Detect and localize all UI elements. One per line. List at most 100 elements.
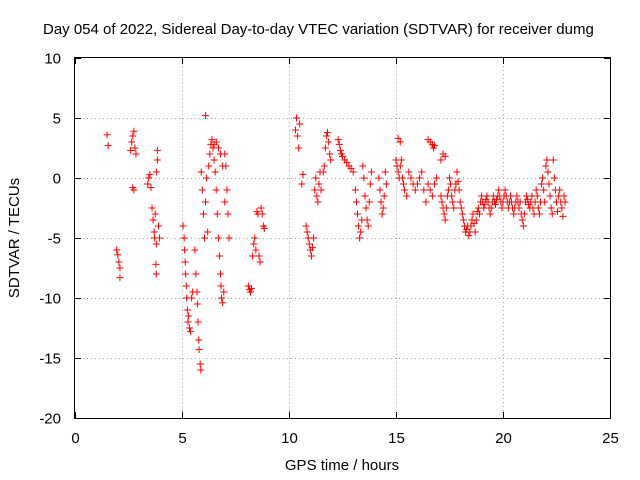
data-point <box>532 186 540 194</box>
data-point <box>305 240 313 248</box>
chart-title: Day 054 of 2022, Sidereal Day-to-day VTE… <box>43 21 594 38</box>
plot-frame <box>74 57 611 419</box>
data-point <box>250 240 258 248</box>
data-point <box>291 126 299 134</box>
data-point <box>510 210 518 218</box>
data-point <box>310 234 318 242</box>
data-point <box>487 204 495 212</box>
x-tick-label: 5 <box>178 430 186 447</box>
data-point <box>472 216 480 224</box>
data-point <box>116 264 124 272</box>
data-point <box>471 228 479 236</box>
data-point <box>256 258 264 266</box>
data-point <box>151 210 159 218</box>
data-point <box>534 204 542 212</box>
data-point <box>298 180 306 188</box>
data-point <box>394 134 402 142</box>
data-point <box>351 186 359 194</box>
data-point <box>325 138 333 146</box>
data-point <box>184 312 192 320</box>
data-point <box>535 210 543 218</box>
data-point <box>545 180 553 188</box>
data-point <box>326 150 334 158</box>
data-point <box>147 184 155 192</box>
data-point <box>185 324 193 332</box>
data-point <box>360 174 368 182</box>
data-point <box>422 198 430 206</box>
data-point <box>455 186 463 194</box>
data-point <box>560 192 568 200</box>
data-point <box>225 234 233 242</box>
data-point <box>397 156 405 164</box>
data-point <box>450 204 458 212</box>
data-point <box>448 192 456 200</box>
data-point <box>319 168 327 176</box>
data-point <box>449 198 457 206</box>
data-point <box>152 270 160 278</box>
data-point <box>376 186 384 194</box>
data-point <box>194 318 202 326</box>
data-point <box>492 200 500 208</box>
data-point <box>219 299 227 307</box>
data-point <box>198 186 206 194</box>
data-point <box>130 186 138 194</box>
data-point <box>362 204 370 212</box>
data-point <box>152 168 160 176</box>
data-point <box>204 228 212 236</box>
data-point <box>127 146 135 154</box>
data-point <box>378 210 386 218</box>
data-point <box>475 210 483 218</box>
y-tick-label: -5 <box>48 231 61 248</box>
data-point <box>396 138 404 146</box>
data-point <box>217 282 225 290</box>
data-point <box>327 156 335 164</box>
data-point <box>260 224 268 232</box>
data-point <box>433 174 441 182</box>
data-point <box>104 142 112 150</box>
data-point <box>196 360 204 368</box>
data-point <box>221 198 229 206</box>
data-point <box>206 150 214 158</box>
data-point <box>513 192 521 200</box>
data-point <box>193 300 201 308</box>
data-point <box>352 198 360 206</box>
data-point <box>314 198 322 206</box>
data-point <box>453 168 461 176</box>
data-point <box>431 142 439 150</box>
data-point <box>493 196 501 204</box>
x-tick-label: 25 <box>602 430 619 447</box>
data-point <box>554 208 562 216</box>
data-point <box>416 174 424 182</box>
data-point <box>255 252 263 260</box>
data-point <box>295 144 303 152</box>
data-point <box>542 162 550 170</box>
data-point <box>193 288 201 296</box>
data-point <box>146 170 154 178</box>
y-tick-label: 0 <box>53 171 61 188</box>
data-point <box>431 180 439 188</box>
data-point <box>442 204 450 212</box>
data-point <box>115 258 123 266</box>
data-point <box>152 260 160 268</box>
data-point <box>437 156 445 164</box>
data-point <box>441 216 449 224</box>
data-point <box>456 198 464 206</box>
data-point <box>218 294 226 302</box>
data-point <box>361 192 369 200</box>
data-point <box>311 186 319 194</box>
data-point <box>407 174 415 182</box>
data-point <box>197 366 205 374</box>
data-point <box>303 228 311 236</box>
data-point <box>132 150 140 158</box>
data-point <box>365 198 373 206</box>
data-point <box>213 210 221 218</box>
data-point <box>539 174 547 182</box>
data-point <box>498 204 506 212</box>
data-point <box>424 180 432 188</box>
data-point <box>195 336 203 344</box>
data-point <box>459 216 467 224</box>
data-point <box>246 288 254 296</box>
data-point <box>441 152 449 160</box>
data-point <box>403 192 411 200</box>
data-point <box>339 152 346 160</box>
